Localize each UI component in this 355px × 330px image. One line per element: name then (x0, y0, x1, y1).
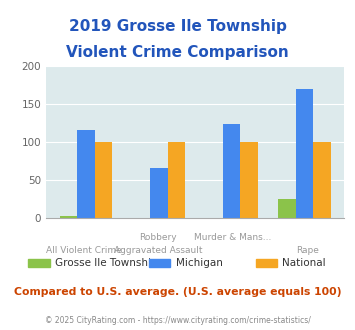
Bar (77, 130, 95, 218)
Bar (278, 199, 296, 218)
Text: Michigan: Michigan (176, 258, 223, 268)
Bar (150, 168, 168, 218)
Bar (313, 142, 331, 218)
Bar (168, 142, 185, 218)
Text: Grosse Ile Township: Grosse Ile Township (55, 258, 158, 268)
Bar (223, 124, 240, 218)
Bar (296, 89, 313, 218)
Bar (95, 142, 112, 218)
Text: © 2025 CityRating.com - https://www.cityrating.com/crime-statistics/: © 2025 CityRating.com - https://www.city… (45, 315, 310, 325)
Bar (60, 215, 77, 218)
Text: Compared to U.S. average. (U.S. average equals 100): Compared to U.S. average. (U.S. average … (14, 287, 341, 297)
Text: Robbery: Robbery (139, 233, 177, 242)
Text: National: National (282, 258, 326, 268)
Text: 2019 Grosse Ile Township: 2019 Grosse Ile Township (69, 19, 286, 34)
Bar (240, 142, 258, 218)
Text: Murder & Mans...: Murder & Mans... (194, 233, 271, 242)
Text: Violent Crime Comparison: Violent Crime Comparison (66, 45, 289, 60)
Text: All Violent Crime: All Violent Crime (45, 246, 121, 255)
Text: Rape: Rape (296, 246, 318, 255)
Text: Aggravated Assault: Aggravated Assault (114, 246, 202, 255)
